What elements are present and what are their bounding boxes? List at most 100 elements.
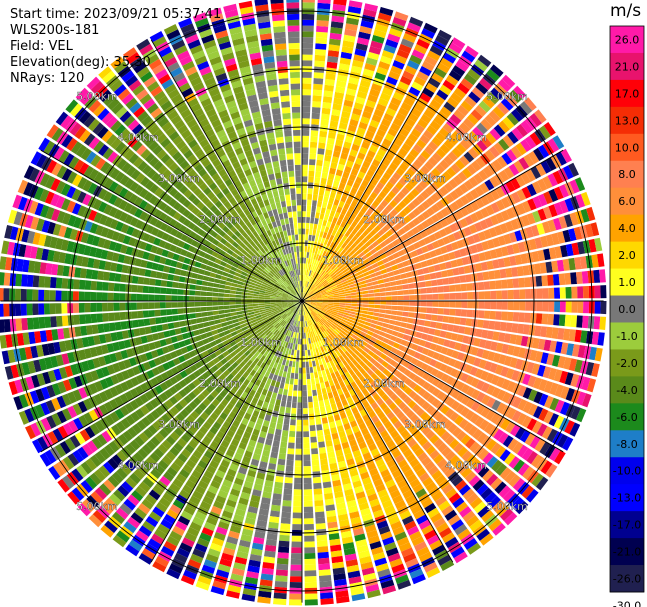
velocity-gate [302, 118, 310, 125]
velocity-gate [448, 492, 461, 504]
velocity-gate [443, 285, 450, 293]
velocity-gate [218, 284, 226, 289]
velocity-gate [420, 190, 430, 200]
velocity-gate [119, 283, 126, 292]
velocity-gate [314, 60, 325, 68]
velocity-gate [600, 301, 607, 315]
velocity-gate [313, 488, 323, 495]
velocity-gate [353, 349, 361, 356]
velocity-gate [373, 225, 382, 233]
velocity-gate [229, 297, 236, 301]
velocity-gate [247, 290, 254, 294]
velocity-rays [0, 0, 607, 606]
velocity-gate [325, 311, 332, 316]
velocity-gate [259, 381, 266, 389]
velocity-gate [525, 169, 536, 182]
velocity-gate [295, 314, 299, 321]
velocity-gate [489, 145, 500, 158]
velocity-gate [383, 434, 392, 444]
velocity-gate [532, 196, 543, 209]
velocity-gate [349, 469, 359, 477]
velocity-gate [166, 568, 181, 580]
velocity-gate [382, 257, 390, 264]
velocity-gate [307, 344, 310, 350]
velocity-gate [433, 517, 446, 529]
velocity-gate [432, 336, 440, 344]
velocity-gate [366, 169, 375, 178]
velocity-gate [268, 463, 277, 470]
velocity-gate [433, 94, 445, 105]
velocity-gate [291, 337, 295, 344]
velocity-gate [488, 110, 501, 123]
velocity-gate [256, 360, 263, 367]
velocity-gate [332, 438, 341, 446]
velocity-gate [315, 273, 320, 279]
velocity-gate [539, 262, 547, 274]
velocity-gate [304, 524, 314, 531]
velocity-gate [326, 329, 332, 335]
velocity-gate [256, 472, 266, 480]
velocity-gate [282, 500, 292, 507]
velocity-gate [409, 301, 416, 306]
velocity-gate [327, 292, 334, 296]
velocity-gate [409, 458, 420, 468]
velocity-gate [168, 563, 183, 574]
velocity-gate [312, 101, 321, 108]
velocity-gate [309, 425, 316, 432]
velocity-gate [149, 317, 156, 325]
velocity-gate [383, 44, 397, 54]
velocity-gate [210, 480, 221, 490]
velocity-gate [315, 341, 320, 348]
velocity-gate [391, 330, 399, 337]
velocity-gate [315, 511, 325, 519]
velocity-gate [423, 22, 438, 34]
velocity-gate [302, 164, 308, 171]
velocity-gate [217, 301, 224, 306]
velocity-gate [231, 567, 245, 577]
velocity-gate [244, 386, 252, 394]
velocity-gate [385, 107, 397, 117]
velocity-gate [416, 139, 427, 149]
velocity-gate [563, 165, 574, 180]
velocity-gate [510, 177, 521, 190]
velocity-gate [307, 384, 312, 391]
velocity-gate [299, 303, 302, 310]
velocity-gate [322, 296, 328, 299]
velocity-gate [212, 455, 222, 464]
velocity-gate [388, 28, 403, 38]
velocity-gate [191, 469, 202, 480]
velocity-gate [305, 222, 310, 229]
velocity-gate [367, 350, 375, 357]
velocity-gate [371, 83, 383, 92]
velocity-gate [353, 527, 365, 536]
velocity-gate [394, 244, 403, 252]
velocity-gate [293, 308, 298, 314]
velocity-gate [287, 324, 292, 331]
velocity-gate [259, 579, 273, 587]
velocity-gate [278, 370, 284, 377]
velocity-gate [565, 243, 574, 257]
velocity-gate [380, 327, 388, 333]
velocity-gate [136, 285, 144, 293]
velocity-gate [436, 315, 444, 322]
velocity-gate [450, 241, 459, 251]
velocity-gate [319, 286, 325, 291]
velocity-gate [337, 388, 344, 396]
velocity-gate [421, 60, 435, 72]
velocity-gate [579, 256, 588, 269]
velocity-gate [549, 340, 557, 353]
velocity-gate [223, 301, 230, 306]
velocity-gate [380, 233, 389, 241]
velocity-gate [344, 323, 352, 329]
velocity-gate [322, 338, 327, 345]
velocity-gate [382, 368, 390, 376]
velocity-gate [347, 6, 362, 14]
velocity-gate [368, 340, 375, 347]
velocity-gate [495, 186, 506, 198]
velocity-gate [322, 250, 327, 257]
velocity-gate [373, 186, 382, 195]
velocity-gate [451, 519, 464, 531]
velocity-gate [316, 534, 328, 542]
velocity-gate [476, 139, 488, 152]
velocity-gate [229, 397, 238, 406]
